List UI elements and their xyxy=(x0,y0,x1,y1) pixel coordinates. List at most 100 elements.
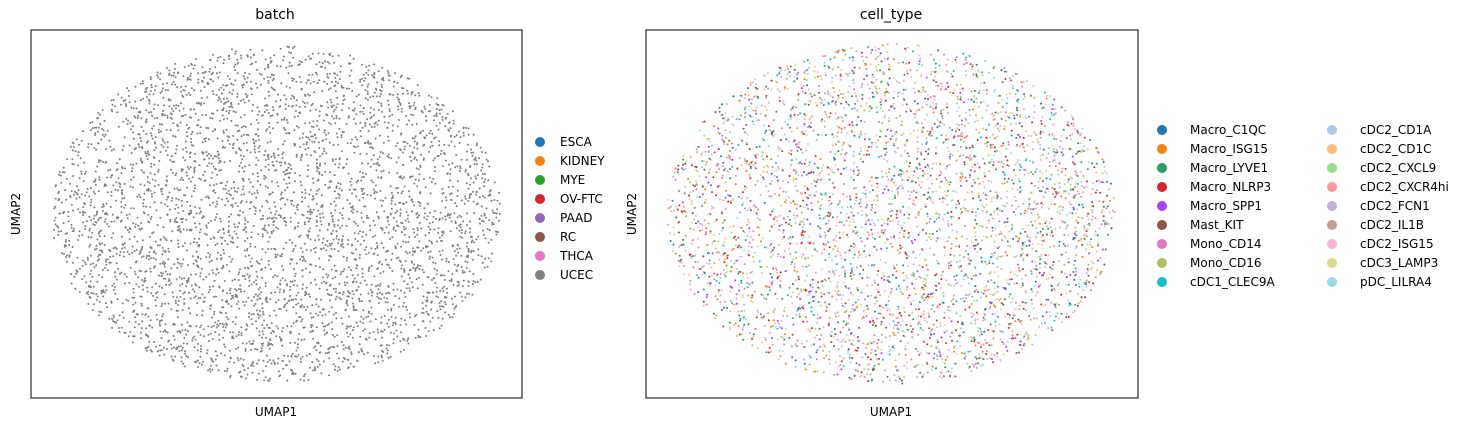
data-point xyxy=(169,129,172,132)
data-point xyxy=(358,343,361,346)
data-point xyxy=(175,309,178,312)
data-point xyxy=(294,212,297,215)
data-point xyxy=(444,218,447,221)
data-point xyxy=(94,180,97,182)
data-point xyxy=(1031,243,1034,246)
data-point xyxy=(269,115,272,117)
data-point xyxy=(409,175,412,178)
data-point xyxy=(392,228,395,231)
data-point xyxy=(407,241,410,243)
legend-entry: MYE xyxy=(535,173,585,187)
data-point xyxy=(237,279,240,281)
data-point xyxy=(369,320,372,323)
data-point xyxy=(305,249,308,251)
data-point xyxy=(119,103,122,106)
data-point xyxy=(187,307,190,310)
data-point xyxy=(199,275,202,278)
data-point xyxy=(325,138,328,141)
data-point xyxy=(299,360,302,363)
data-point xyxy=(311,211,314,214)
data-point xyxy=(245,300,248,303)
data-point xyxy=(396,125,399,128)
data-point xyxy=(131,131,134,134)
data-point xyxy=(228,215,231,218)
data-point xyxy=(312,197,315,200)
data-point xyxy=(297,353,300,356)
data-point xyxy=(382,270,385,273)
data-point xyxy=(78,291,81,293)
data-point xyxy=(326,61,329,64)
data-point xyxy=(250,283,253,286)
data-point xyxy=(53,237,56,240)
data-point xyxy=(347,239,350,241)
data-point xyxy=(309,210,312,213)
data-point xyxy=(84,228,87,230)
data-point xyxy=(261,233,264,236)
data-point xyxy=(400,267,403,270)
data-point xyxy=(397,186,399,189)
data-point xyxy=(228,349,231,352)
data-point xyxy=(174,76,177,79)
data-point xyxy=(243,217,246,220)
data-point xyxy=(467,254,469,257)
data-point xyxy=(303,223,306,226)
data-point xyxy=(361,193,364,196)
data-point xyxy=(157,76,160,79)
data-point xyxy=(224,188,227,191)
data-point xyxy=(235,348,238,351)
data-point xyxy=(266,231,269,234)
data-point xyxy=(361,189,363,192)
data-point xyxy=(351,211,354,214)
data-point xyxy=(186,165,189,168)
data-point xyxy=(825,306,828,309)
data-point xyxy=(470,177,472,180)
data-point xyxy=(372,219,375,222)
data-point xyxy=(118,182,121,185)
data-point xyxy=(94,221,97,223)
data-point xyxy=(797,275,800,278)
data-point xyxy=(822,104,825,106)
data-point xyxy=(805,196,808,199)
data-point xyxy=(334,276,337,278)
data-point xyxy=(94,132,97,135)
data-point xyxy=(375,285,377,288)
data-point xyxy=(221,92,223,95)
data-point xyxy=(100,249,103,252)
data-point xyxy=(265,129,268,132)
data-point xyxy=(897,61,900,64)
data-point xyxy=(314,251,317,254)
data-point xyxy=(263,104,266,107)
data-point xyxy=(234,288,237,291)
data-point xyxy=(305,354,308,357)
data-point xyxy=(363,192,366,195)
data-point xyxy=(89,254,92,257)
data-point xyxy=(221,322,224,325)
data-point xyxy=(240,126,243,129)
data-point xyxy=(97,255,100,258)
data-point xyxy=(453,212,456,215)
data-point xyxy=(852,178,855,181)
data-point xyxy=(438,236,441,239)
data-point xyxy=(162,145,165,148)
data-point xyxy=(167,99,170,102)
data-point xyxy=(98,230,101,233)
data-point xyxy=(902,61,905,64)
data-point xyxy=(255,118,258,121)
data-point xyxy=(909,132,912,135)
data-point xyxy=(988,262,991,264)
data-point xyxy=(293,227,296,230)
data-point xyxy=(339,183,342,185)
data-point xyxy=(899,244,902,247)
data-point xyxy=(351,297,354,300)
data-point xyxy=(120,211,123,214)
data-point xyxy=(288,46,290,49)
data-point xyxy=(412,266,414,269)
data-point xyxy=(184,328,187,331)
data-point xyxy=(254,245,257,248)
data-point xyxy=(247,134,250,137)
data-point xyxy=(258,262,261,265)
data-point xyxy=(310,135,313,138)
data-point xyxy=(309,238,312,241)
data-point xyxy=(227,139,229,142)
data-point xyxy=(186,330,189,332)
